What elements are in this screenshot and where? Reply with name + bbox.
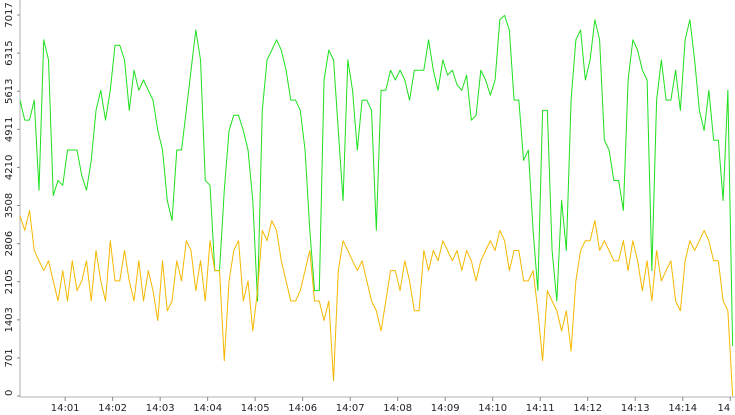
y-tick-label: 6315	[4, 40, 15, 65]
x-tick-label: 14:02	[98, 403, 127, 414]
x-tick-label: 14:07	[336, 403, 365, 414]
x-tick-label: 14	[718, 403, 731, 414]
y-tick-label: 3508	[4, 193, 15, 218]
x-tick-label: 14:04	[193, 403, 222, 414]
y-tick-label: 5613	[4, 79, 15, 104]
x-tick-label: 14:14	[668, 403, 697, 414]
y-tick-label: 7017	[4, 2, 15, 27]
x-tick-label: 14:13	[621, 403, 650, 414]
x-tick-label: 14:09	[431, 403, 460, 414]
x-tick-label: 14:08	[383, 403, 412, 414]
y-tick-label: 1403	[4, 307, 15, 332]
series-line	[19, 209, 734, 397]
x-tick-label: 14:03	[146, 403, 175, 414]
x-tick-label: 14:10	[478, 403, 507, 414]
x-tick-label: 14:06	[288, 403, 317, 414]
y-tick-label: 4210	[4, 155, 15, 180]
y-tick-label: 2105	[4, 269, 15, 294]
x-tick-label: 14:05	[241, 403, 270, 414]
y-tick-label: 701	[4, 348, 15, 367]
y-tick-label: 2806	[4, 231, 15, 256]
y-tick-label: 0	[4, 390, 15, 396]
y-tick-label: 4911	[4, 117, 15, 142]
series-line	[19, 14, 734, 347]
x-tick-label: 14:01	[51, 403, 80, 414]
x-tick-label: 14:11	[526, 403, 555, 414]
x-tick-label: 14:12	[573, 403, 602, 414]
